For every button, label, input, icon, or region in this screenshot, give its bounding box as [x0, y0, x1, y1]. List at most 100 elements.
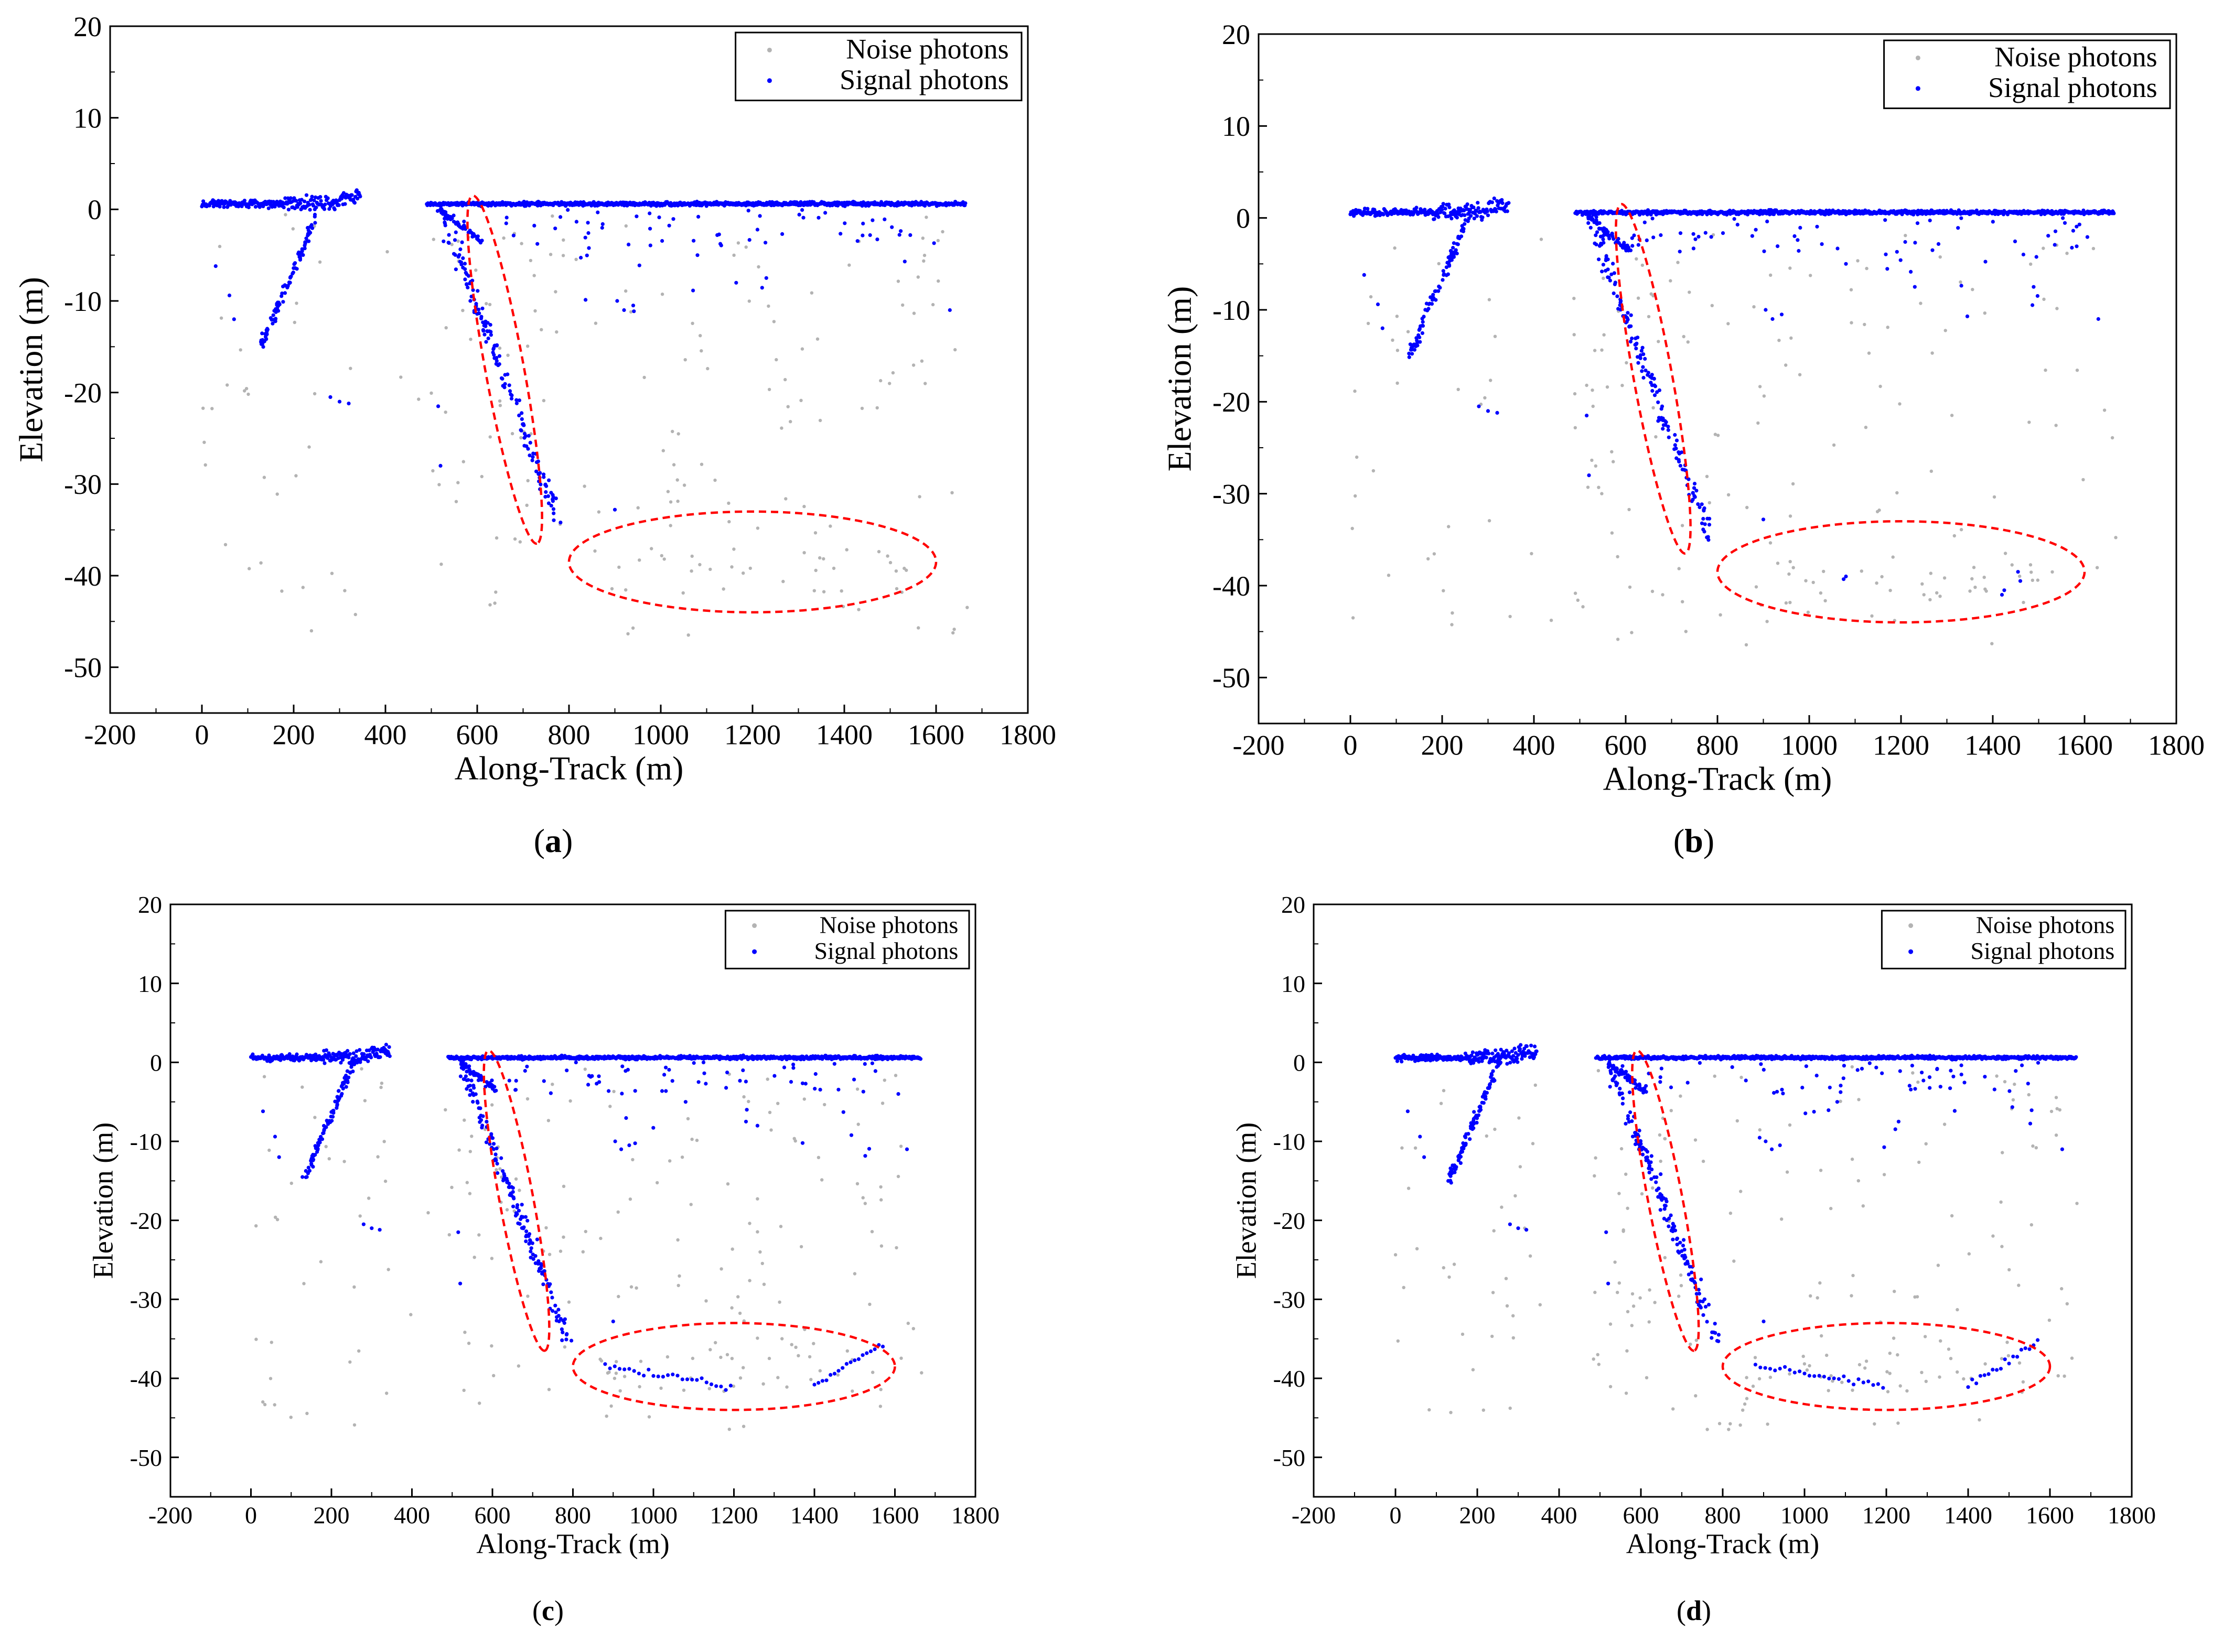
signal-point — [1421, 320, 1425, 324]
noise-point — [727, 1428, 732, 1431]
noise-point — [583, 1067, 587, 1071]
noise-point — [847, 263, 851, 267]
signal-point — [1490, 200, 1494, 204]
noise-point — [385, 1391, 389, 1395]
noise-point — [1929, 469, 1933, 473]
signal-point — [1438, 286, 1442, 290]
noise-point — [748, 566, 753, 570]
noise-point — [1849, 288, 1853, 291]
signal-point — [2075, 224, 2079, 229]
signal-point — [1674, 438, 1679, 442]
noise-point — [1756, 421, 1760, 425]
noise-point — [797, 1354, 800, 1357]
signal-point — [1651, 235, 1656, 240]
noise-point — [409, 1313, 413, 1316]
signal-point — [1417, 327, 1422, 331]
noise-point — [437, 483, 441, 487]
signal-point — [1842, 577, 1846, 581]
noise-point — [505, 1208, 509, 1212]
signal-point — [491, 347, 496, 351]
noise-point — [450, 1185, 454, 1189]
x-tick-label: 1200 — [1873, 729, 1929, 761]
signal-point — [2096, 317, 2100, 321]
x-tick-label: 200 — [1421, 729, 1464, 761]
noise-point — [870, 1230, 874, 1234]
noise-point — [1822, 569, 1825, 574]
signal-point — [310, 226, 315, 230]
noise-point — [1710, 304, 1714, 307]
signal-point — [1659, 233, 1663, 237]
noise-point — [912, 311, 916, 315]
noise-point — [742, 571, 745, 575]
signal-point — [521, 422, 525, 426]
signal-point — [542, 475, 546, 479]
noise-point — [1628, 585, 1632, 589]
signal-point — [2016, 570, 2020, 574]
noise-point — [937, 279, 940, 283]
signal-point — [1455, 215, 1459, 220]
noise-point — [631, 626, 635, 630]
signal-point — [1678, 231, 1683, 235]
signal-point — [1459, 234, 1464, 239]
signal-point — [1732, 217, 1736, 221]
noise-point — [1726, 493, 1731, 496]
noise-point — [461, 460, 465, 463]
signal-point — [1913, 241, 1917, 245]
noise-point — [901, 303, 905, 307]
annotation-ellipse-2 — [567, 510, 938, 614]
signal-point — [479, 315, 484, 319]
signal-point — [213, 264, 218, 268]
signal-point — [1623, 245, 1627, 250]
noise-point — [263, 1402, 267, 1407]
noise-point — [417, 397, 421, 401]
noise-series — [1350, 233, 2118, 647]
x-axis: -200 0 200 400 600 800 1000 1200 1400 1600 1800Alo… — [1233, 715, 2205, 797]
signal-point — [1451, 246, 1455, 250]
noise-point — [775, 358, 778, 362]
signal-point — [271, 321, 275, 326]
noise-point — [855, 1087, 860, 1091]
noise-point — [790, 1343, 793, 1346]
noise-point — [668, 1159, 672, 1163]
noise-point — [380, 1082, 384, 1085]
signal-point — [475, 236, 479, 241]
signal-point — [461, 265, 465, 269]
signal-point — [1692, 481, 1697, 486]
noise-point — [916, 275, 920, 279]
signal-point — [1641, 375, 1646, 380]
signal-point — [559, 521, 563, 525]
signal-point — [1432, 217, 1436, 221]
y-tick-label: -30 — [130, 1286, 162, 1313]
signal-point — [746, 209, 750, 213]
signal-point — [1652, 376, 1656, 381]
signal-point — [1983, 260, 1988, 264]
noise-point — [953, 348, 957, 352]
signal-point — [468, 299, 472, 303]
noise-point — [922, 253, 927, 257]
signal-point — [264, 332, 269, 336]
signal-point — [300, 249, 304, 253]
signal-point — [1656, 400, 1660, 404]
signal-point — [1376, 302, 1380, 307]
noise-point — [1983, 311, 1986, 315]
signal-point — [492, 353, 496, 357]
noise-point — [722, 587, 725, 591]
noise-point — [1395, 315, 1399, 318]
signal-point — [1606, 257, 1610, 262]
signal-point — [542, 472, 546, 477]
signal-point — [1779, 312, 1784, 317]
signal-point — [303, 246, 307, 251]
noise-point — [1489, 379, 1492, 382]
signal-point — [1700, 502, 1704, 506]
noise-point — [1487, 519, 1491, 523]
signal-point — [1663, 419, 1667, 423]
noise-point — [554, 290, 557, 294]
points — [200, 188, 969, 637]
noise-point — [559, 1249, 563, 1253]
noise-point — [1576, 598, 1580, 602]
noise-point — [302, 1282, 306, 1286]
signal-point — [1441, 278, 1445, 282]
noise-point — [1395, 381, 1399, 385]
noise-point — [2018, 574, 2022, 578]
x-axis: -200 0 200 400 600 800 1000 1200 1400 1600 1800Alo… — [84, 705, 1056, 787]
